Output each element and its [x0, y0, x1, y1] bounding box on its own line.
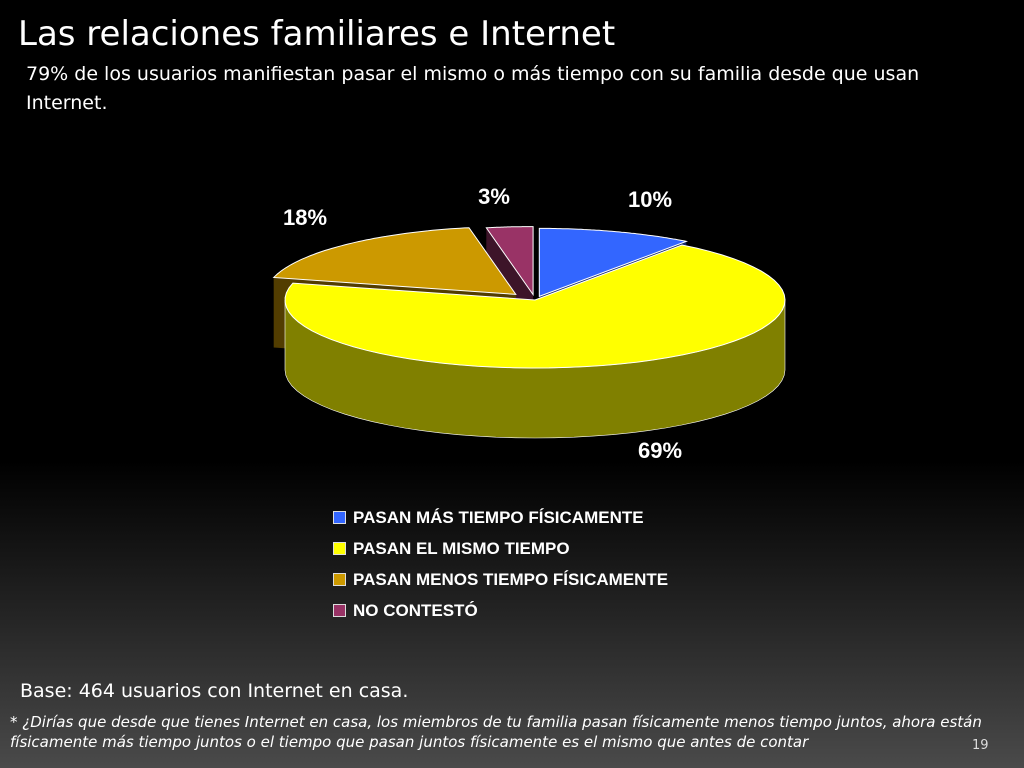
chart-legend: PASAN MÁS TIEMPO FÍSICAMENTE PASAN EL MIS… — [333, 502, 668, 626]
legend-label: PASAN MÁS TIEMPO FÍSICAMENTE — [353, 507, 644, 527]
slide-title: Las relaciones familiares e Internet — [18, 14, 616, 54]
pie-data-label: 69% — [638, 438, 682, 463]
legend-item: PASAN MENOS TIEMPO FÍSICAMENTE — [333, 564, 668, 595]
page-number: 19 — [972, 738, 989, 753]
pie-data-label: 18% — [283, 205, 327, 230]
legend-swatch — [333, 511, 346, 524]
pie-slice — [284, 244, 786, 369]
base-note: Base: 464 usuarios con Internet en casa. — [20, 680, 409, 702]
legend-item: NO CONTESTÓ — [333, 595, 668, 626]
pie-slice — [485, 226, 534, 297]
legend-swatch — [333, 573, 346, 586]
pie-data-label: 3% — [478, 184, 510, 209]
legend-label: NO CONTESTÓ — [353, 600, 478, 620]
legend-label: PASAN MENOS TIEMPO FÍSICAMENTE — [353, 569, 669, 589]
pie-data-label: 10% — [628, 187, 672, 212]
legend-label: PASAN EL MISMO TIEMPO — [353, 538, 570, 558]
legend-item: PASAN EL MISMO TIEMPO — [333, 533, 668, 564]
legend-swatch — [333, 542, 346, 555]
legend-swatch — [333, 604, 346, 617]
footnote: * ¿Dirías que desde que tienes Internet … — [10, 713, 982, 751]
pie-slice — [272, 227, 517, 295]
pie-chart: 10% 69% 18% 3% — [272, 184, 786, 463]
slide-subtitle: 79% de los usuarios manifiestan pasar el… — [26, 63, 920, 114]
pie-slice — [538, 227, 689, 298]
legend-item: PASAN MÁS TIEMPO FÍSICAMENTE — [333, 502, 668, 533]
